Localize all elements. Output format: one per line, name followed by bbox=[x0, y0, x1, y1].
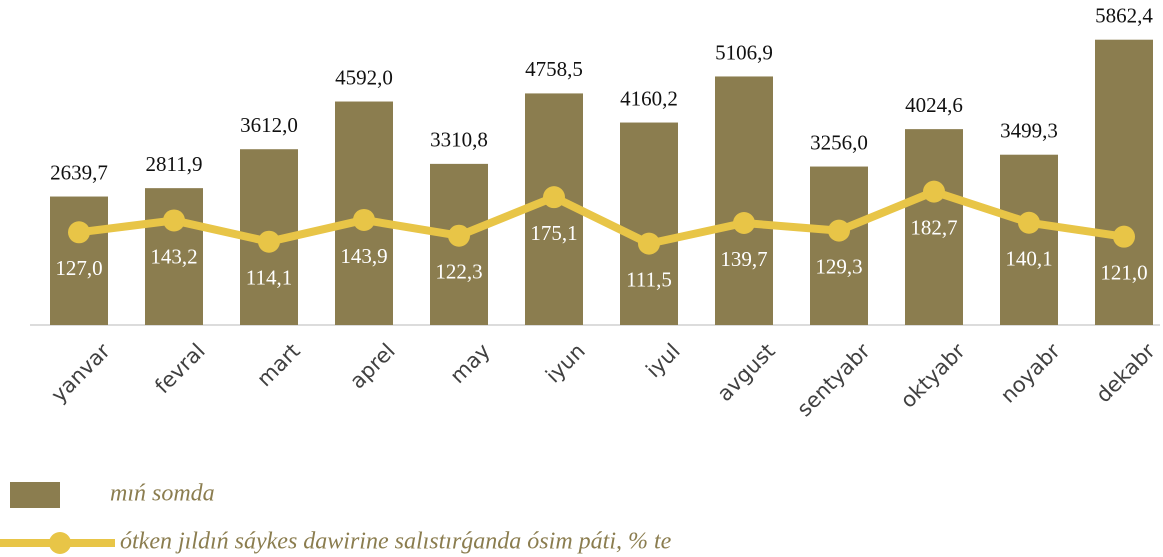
line-marker bbox=[1113, 225, 1135, 248]
line bbox=[78, 187, 1125, 248]
line-marker bbox=[828, 219, 850, 242]
x-tick-label: avgust bbox=[713, 339, 780, 406]
bar-value-label: 3499,3 bbox=[1000, 119, 1058, 143]
bar-value-label: 3256,0 bbox=[810, 130, 868, 154]
x-tick-label: dekabr bbox=[1091, 339, 1160, 408]
legend-swatch bbox=[10, 482, 60, 508]
bar-value-label: 2811,9 bbox=[146, 152, 203, 176]
line-value-label: 127,0 bbox=[55, 256, 102, 280]
line-value-label: 182,7 bbox=[910, 215, 957, 239]
legend-label: ótken jıldıń sáykes dawirine salıstırǵan… bbox=[120, 529, 672, 555]
bar-value-label: 5862,4 bbox=[1095, 4, 1153, 28]
bar bbox=[715, 76, 773, 325]
line-marker bbox=[353, 208, 375, 231]
line-value-label: 143,9 bbox=[340, 244, 387, 268]
bar bbox=[905, 129, 963, 325]
x-tick-label: oktyabr bbox=[896, 339, 970, 413]
line-marker bbox=[258, 230, 280, 253]
line-marker bbox=[543, 186, 565, 209]
line-marker bbox=[448, 224, 470, 247]
bar bbox=[620, 122, 678, 326]
bar bbox=[1095, 39, 1153, 325]
x-tick-label: yanvar bbox=[47, 339, 116, 408]
x-tick-label: sentyabr bbox=[792, 339, 875, 422]
line-marker bbox=[733, 212, 755, 235]
x-tick-label: iyun bbox=[541, 339, 590, 388]
x-tick-label: fevral bbox=[150, 339, 209, 398]
bar-value-label: 4592,0 bbox=[335, 65, 393, 89]
bar-value-label: 3612,0 bbox=[240, 113, 298, 137]
line-marker bbox=[638, 232, 660, 255]
line-marker bbox=[68, 221, 90, 244]
line-value-label: 122,3 bbox=[435, 260, 482, 284]
line-value-label: 175,1 bbox=[530, 221, 577, 245]
bar-value-label: 2639,7 bbox=[50, 160, 108, 184]
x-tick-label: mart bbox=[252, 339, 304, 391]
line-value-label: 140,1 bbox=[1005, 247, 1052, 271]
line-marker bbox=[1018, 211, 1040, 234]
line-marker bbox=[163, 209, 185, 232]
x-tick-label: aprel bbox=[345, 339, 400, 394]
x-tick-label: iyul bbox=[641, 339, 684, 382]
x-tick-label: noyabr bbox=[996, 339, 1065, 408]
line-value-label: 121,0 bbox=[1100, 260, 1147, 284]
legend-marker bbox=[49, 532, 71, 554]
x-tick-label: may bbox=[445, 339, 494, 388]
bar bbox=[50, 196, 108, 325]
bar bbox=[1000, 154, 1058, 325]
bar-value-label: 4758,5 bbox=[525, 57, 583, 81]
bar bbox=[810, 166, 868, 325]
bar-value-label: 4160,2 bbox=[620, 86, 678, 110]
bar-value-label: 4024,6 bbox=[905, 93, 963, 117]
line-value-label: 143,2 bbox=[150, 244, 197, 268]
line-marker bbox=[923, 180, 945, 203]
line-value-label: 114,1 bbox=[246, 266, 292, 290]
line-value-label: 111,5 bbox=[626, 267, 672, 291]
legend-label: mıń somda bbox=[110, 481, 215, 507]
line-value-label: 129,3 bbox=[815, 254, 862, 278]
line-value-label: 139,7 bbox=[720, 247, 767, 271]
bar-value-label: 3310,8 bbox=[430, 128, 488, 152]
bar-value-label: 5106,9 bbox=[715, 40, 773, 64]
